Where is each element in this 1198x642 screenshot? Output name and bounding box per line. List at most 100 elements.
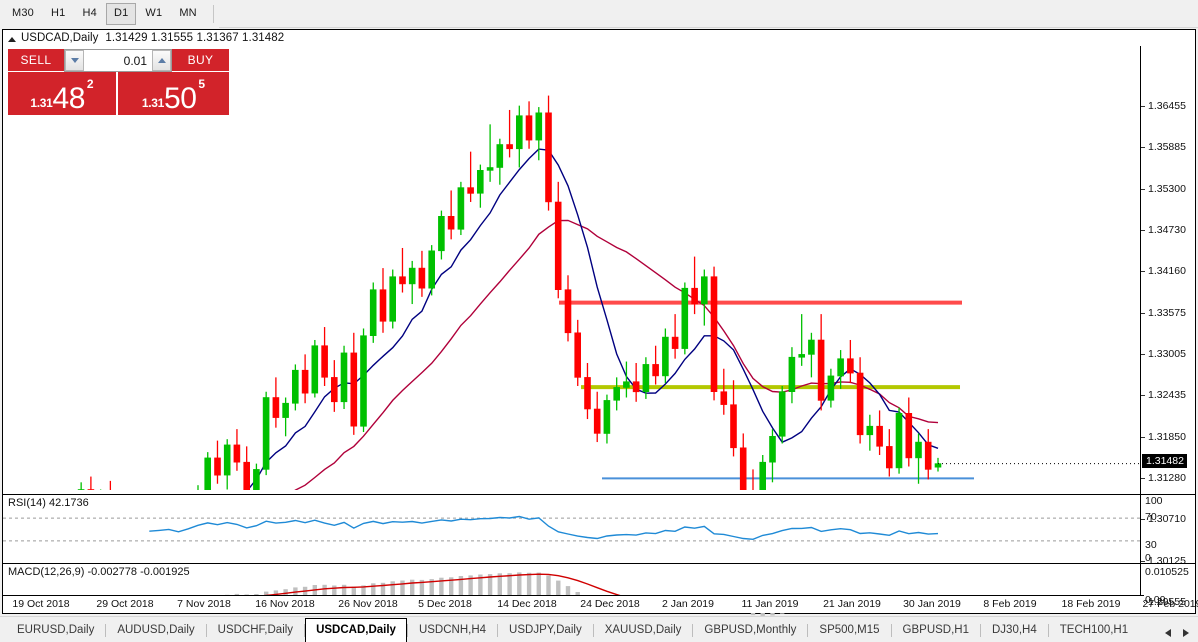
moving-average-fast (246, 148, 939, 490)
candlestick (574, 319, 582, 386)
buy-price-prefix: 1.31 (141, 96, 165, 110)
sell-price-display[interactable]: 1.31 48 2 (8, 72, 118, 115)
tab-scroll-controls[interactable] (1165, 629, 1198, 642)
volume-decrement-button[interactable] (65, 50, 84, 71)
candlestick (535, 107, 543, 161)
chart-tab-usdchf-daily[interactable]: USDCHF,Daily (217, 624, 294, 636)
price-axis-tick: 1.35885 (1141, 141, 1186, 153)
candlestick (291, 364, 299, 411)
date-axis-tick: 5 Dec 2018 (418, 598, 472, 610)
chart-tab-usdcad-daily[interactable]: USDCAD,Daily (305, 618, 407, 642)
tab-divider (304, 624, 306, 637)
candlestick (798, 314, 806, 366)
date-axis-tick: 26 Nov 2018 (338, 598, 398, 610)
timeframe-button-mn[interactable]: MN (179, 7, 197, 19)
chart-header: USDCAD,Daily 1.31429 1.31555 1.31367 1.3… (3, 30, 1195, 46)
chart-tab-sp500-m15[interactable]: SP500,M15 (819, 624, 880, 636)
price-axis-tick: 1.35300 (1141, 183, 1186, 195)
macd-histogram-bar (565, 586, 571, 601)
candlestick (788, 347, 796, 404)
candlestick (720, 368, 728, 415)
chart-tab-tech100-h1[interactable]: TECH100,H1 (1059, 624, 1129, 636)
macd-histogram-bar (458, 576, 464, 601)
candlestick (486, 124, 494, 182)
buy-button[interactable]: BUY (172, 49, 229, 72)
candlestick (710, 266, 718, 401)
candlestick (632, 362, 640, 402)
volume-input[interactable]: 0.01 (64, 49, 172, 72)
candlestick (613, 377, 621, 411)
rsi-plot (3, 515, 1144, 542)
candlestick (262, 391, 270, 476)
price-pane[interactable] (3, 46, 1144, 490)
candlestick (438, 210, 445, 260)
price-axis-tick: 1.34730 (1141, 224, 1186, 236)
price-axis-tick: 1.32435 (1141, 389, 1186, 401)
candlestick (467, 151, 474, 202)
candlestick (847, 339, 854, 384)
chart-tab-usdjpy-daily[interactable]: USDJPY,Daily (509, 624, 582, 636)
chart-tab-audusd-daily[interactable]: AUDUSD,Daily (117, 624, 195, 636)
sell-price-big: 48 (52, 82, 86, 115)
one-click-trading-panel[interactable]: SELL 0.01 BUY 1.31 48 2 1.31 50 5 (8, 49, 229, 115)
candlestick (496, 138, 504, 185)
macd-histogram-bar (322, 584, 327, 601)
date-axis-tick: 7 Nov 2018 (177, 598, 231, 610)
price-axis-tick: 1.30125 (1141, 555, 1186, 567)
macd-histogram-bar (517, 572, 522, 601)
scroll-left-icon[interactable] (1165, 629, 1171, 637)
volume-increment-button[interactable] (152, 50, 171, 71)
tab-divider (692, 624, 694, 637)
candlestick (876, 410, 883, 455)
price-axis-tick: 1.33005 (1141, 348, 1186, 360)
tab-divider (105, 624, 107, 637)
candlestick (924, 429, 932, 480)
chart-tab-gbpusd-h1[interactable]: GBPUSD,H1 (902, 624, 969, 636)
scroll-right-icon[interactable] (1183, 629, 1189, 637)
candlestick (905, 397, 913, 467)
candlestick-plot (77, 95, 1144, 490)
macd-histogram-bar (371, 583, 376, 601)
chart-tab-dj30-h4[interactable]: DJ30,H4 (992, 624, 1037, 636)
collapse-triangle-icon[interactable] (8, 36, 16, 42)
candlestick (350, 332, 358, 435)
candlestick (827, 368, 835, 408)
chart-tab-xauusd-daily[interactable]: XAUUSD,Daily (604, 624, 682, 636)
timeframe-button-d1[interactable]: D1 (105, 3, 137, 25)
chart-tab-usdcnh-h4[interactable]: USDCNH,H4 (418, 624, 487, 636)
macd-histogram-bar (497, 573, 502, 601)
macd-histogram-bar (332, 585, 337, 601)
rsi-line (149, 515, 939, 541)
timeframe-button-m30[interactable]: M30 (12, 7, 34, 19)
date-axis-tick: 8 Feb 2019 (983, 598, 1037, 610)
candlestick (603, 394, 611, 444)
candlestick (778, 385, 786, 444)
sell-button[interactable]: SELL (8, 49, 64, 72)
price-axis-tick: 1.31280 (1141, 472, 1186, 484)
buy-price-display[interactable]: 1.31 50 5 (118, 72, 229, 115)
timeframe-button-h4[interactable]: H4 (82, 7, 97, 19)
candlestick (934, 457, 942, 472)
tab-divider (497, 624, 499, 637)
tab-divider (592, 624, 594, 637)
rsi-pane[interactable]: RSI(14) 42.1736 (3, 494, 1144, 562)
rsi-axis-tick: 0 (1145, 552, 1151, 564)
candlestick (330, 360, 338, 412)
chart-tab-strip[interactable]: EURUSD,Daily AUDUSD,Daily USDCHF,Daily USDC… (0, 616, 1198, 642)
macd-axis-tick: 0.00 (1145, 594, 1166, 606)
timeframe-button-h1[interactable]: H1 (51, 7, 66, 19)
volume-value[interactable]: 0.01 (84, 50, 152, 71)
macd-histogram-bar (283, 589, 288, 601)
macd-histogram-bar (302, 586, 308, 601)
rsi-label: RSI(14) 42.1736 (8, 497, 89, 509)
price-axis[interactable]: 1.36455 1.35885 1.35300 1.34730 1.34160 1.335… (1140, 46, 1196, 626)
timeframe-button-w1[interactable]: W1 (145, 7, 163, 19)
rsi-axis-tick: 100 (1145, 495, 1163, 507)
date-axis-tick: 16 Nov 2018 (255, 598, 315, 610)
chart-window[interactable]: USDCAD,Daily 1.31429 1.31555 1.31367 1.3… (2, 29, 1198, 626)
chart-tab-gbpusd-monthly[interactable]: GBPUSD,Monthly (704, 624, 797, 636)
moving-average-slow (294, 219, 939, 490)
candlestick (214, 440, 221, 484)
macd-histogram-bar (380, 582, 386, 601)
chart-tab-eurusd-daily[interactable]: EURUSD,Daily (17, 624, 95, 636)
